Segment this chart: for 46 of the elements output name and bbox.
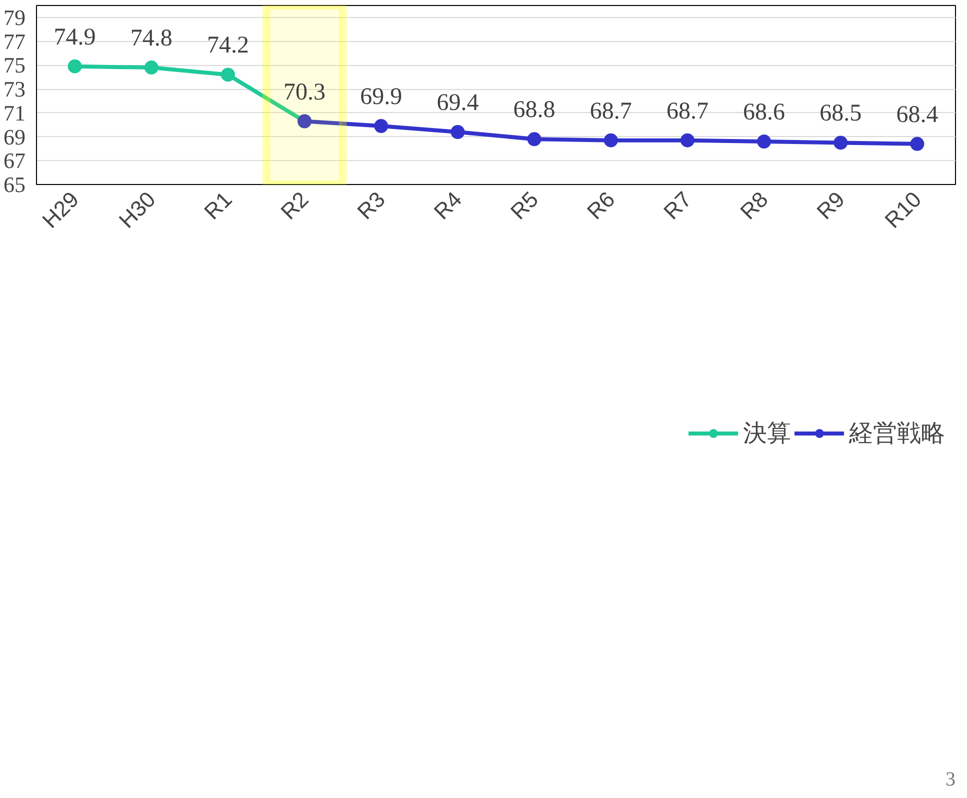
x-tick-label: R6 — [582, 186, 620, 224]
data-label: 68.5 — [820, 100, 862, 127]
y-tick-label: 79 — [4, 4, 26, 30]
point — [910, 136, 924, 151]
y-tick-label: 73 — [4, 76, 26, 102]
x-tick-label: R4 — [428, 186, 467, 224]
x-tick-label: H30 — [114, 186, 160, 233]
x-tick-label: H29 — [37, 186, 84, 233]
point — [680, 133, 694, 148]
legend-label: 決算 — [743, 418, 791, 449]
x-tick-label: R10 — [880, 186, 926, 233]
x-tick-label: R5 — [506, 186, 544, 224]
data-label: 68.8 — [513, 97, 556, 124]
x-tick-label: R1 — [199, 186, 237, 224]
data-label: 68.6 — [743, 100, 786, 126]
data-label: 74.9 — [54, 24, 96, 50]
y-tick-label: 65 — [4, 172, 26, 197]
data-label: 74.8 — [130, 26, 172, 52]
data-label: 70.3 — [284, 79, 326, 106]
y-tick-label: 75 — [4, 52, 26, 78]
x-tick-label: R8 — [735, 186, 773, 224]
point — [374, 119, 388, 134]
legend-label: 経営戦略 — [849, 418, 945, 449]
data-label: 68.4 — [896, 102, 938, 128]
data-label: 69.4 — [436, 90, 479, 116]
data-label: 74.2 — [206, 32, 249, 59]
x-tick-label: R9 — [812, 186, 850, 224]
point — [527, 132, 542, 146]
point — [834, 136, 848, 150]
text: 3 — [946, 768, 956, 790]
x-tick-label: R2 — [276, 186, 314, 224]
x-tick-label: R3 — [352, 186, 390, 224]
point — [68, 59, 82, 74]
y-tick-label: 71 — [4, 100, 26, 126]
data-label: 68.7 — [590, 98, 632, 124]
point — [757, 134, 772, 149]
y-tick-label: 69 — [4, 124, 26, 150]
y-tick-label: 77 — [4, 28, 26, 54]
y-tick-label: 67 — [4, 148, 26, 174]
point — [220, 68, 235, 82]
point — [144, 60, 158, 75]
point — [604, 133, 618, 148]
point — [450, 125, 465, 139]
data-label: 69.9 — [360, 84, 402, 110]
data-label: 68.7 — [666, 98, 708, 124]
x-tick-label: R7 — [658, 186, 696, 224]
